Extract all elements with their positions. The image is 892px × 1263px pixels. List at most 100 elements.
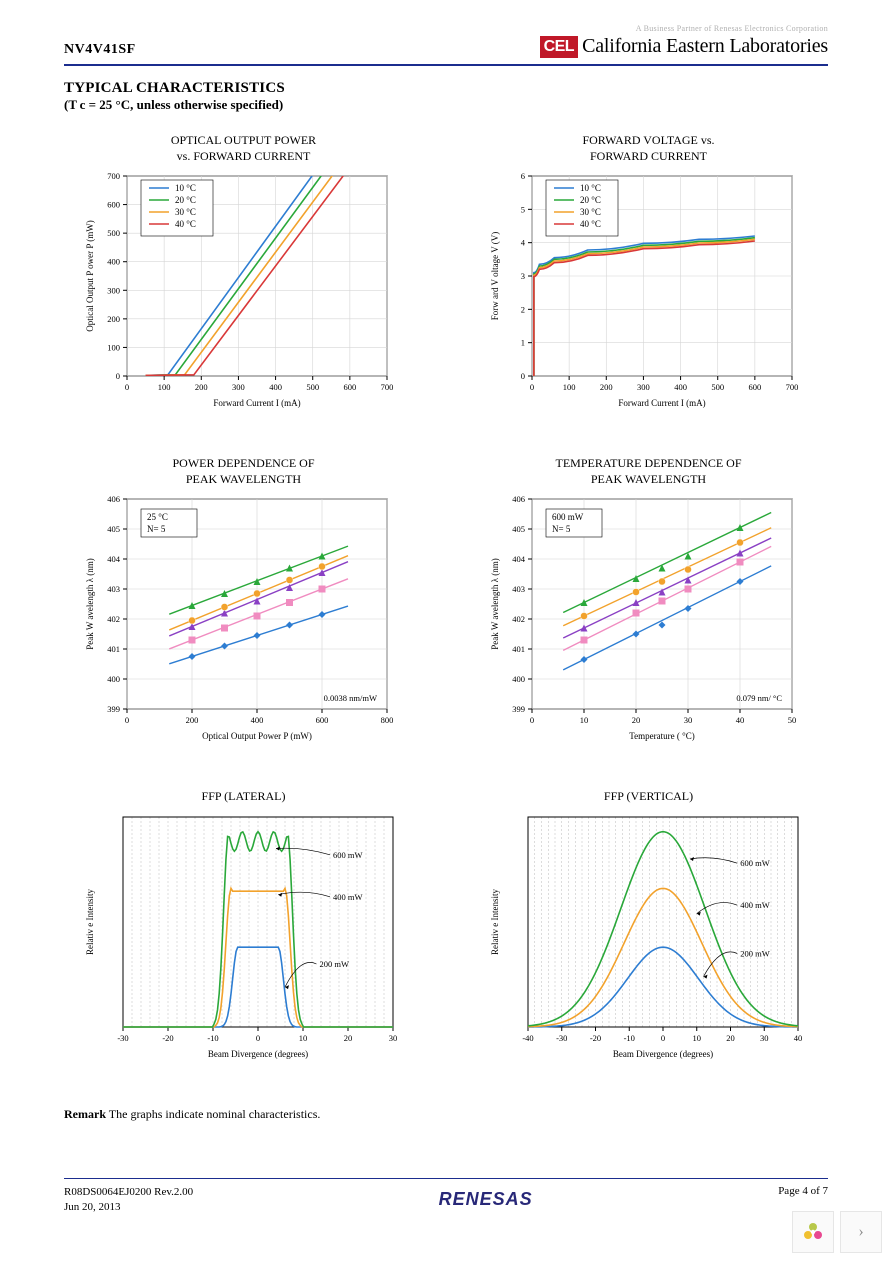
svg-text:400: 400 [107,257,120,267]
svg-text:100: 100 [562,382,575,392]
svg-text:1: 1 [520,338,524,348]
svg-text:30: 30 [388,1033,397,1043]
svg-text:Temperature ( °C): Temperature ( °C) [629,731,694,741]
cel-logo-text: California Eastern Laboratories [582,35,828,58]
chart-forward-voltage: FORWARD VOLTAGE vs. FORWARD CURRENT 0100… [469,133,828,420]
svg-text:Optical Output P ower P: Optical Output P ower P (mW) [85,220,95,332]
svg-text:-30: -30 [556,1033,567,1043]
svg-text:200: 200 [599,382,612,392]
svg-text:500: 500 [711,382,724,392]
svg-text:20: 20 [343,1033,352,1043]
section-title: TYPICAL CHARACTERISTICS [64,80,828,97]
svg-text:404: 404 [107,554,121,564]
svg-text:600: 600 [107,200,120,210]
chart4-svg: 01020304050399400401402403404405406Tempe… [484,493,814,753]
chart1-title-2: vs. FORWARD CURRENT [177,149,311,163]
chart4-title-2: PEAK WAVELENGTH [591,472,706,486]
svg-text:402: 402 [512,614,525,624]
svg-text:300: 300 [232,382,245,392]
svg-text:20 °C: 20 °C [175,195,196,205]
chart1-title-1: OPTICAL OUTPUT POWER [171,133,316,147]
remark-label: Remark [64,1107,106,1121]
svg-text:406: 406 [512,494,525,504]
svg-text:Relativ e Intensity: Relativ e Intensity [85,888,95,954]
svg-text:0.0038 nm/mW: 0.0038 nm/mW [323,693,376,703]
cel-logo-block: A Business Partner of Renesas Electronic… [540,24,828,58]
footer-logo: RENESAS [439,1189,533,1210]
svg-text:-20: -20 [589,1033,600,1043]
remark-text: The graphs indicate nominal characterist… [106,1107,320,1121]
svg-text:700: 700 [785,382,798,392]
svg-text:0: 0 [255,1033,259,1043]
footer-rule [64,1178,828,1179]
svg-text:200 mW: 200 mW [319,959,349,969]
svg-text:0: 0 [124,382,128,392]
chart3-title-2: PEAK WAVELENGTH [186,472,301,486]
svg-text:401: 401 [107,644,120,654]
svg-text:406: 406 [107,494,120,504]
svg-text:400: 400 [512,674,525,684]
svg-text:4: 4 [520,238,525,248]
chart-optical-output: OPTICAL OUTPUT POWER vs. FORWARD CURRENT… [64,133,423,420]
svg-text:200: 200 [107,314,120,324]
svg-text:0: 0 [660,1033,664,1043]
svg-text:0: 0 [520,371,524,381]
svg-text:600: 600 [343,382,356,392]
svg-text:600: 600 [315,715,328,725]
svg-text:10 °C: 10 °C [175,183,196,193]
svg-text:100: 100 [157,382,170,392]
svg-text:400 mW: 400 mW [740,900,770,910]
svg-text:Optical Output Power P: Optical Output Power P (mW) [202,731,312,741]
svg-text:Relativ e Intensity: Relativ e Intensity [490,888,500,954]
svg-text:399: 399 [107,704,120,714]
svg-text:20 °C: 20 °C [580,195,601,205]
chevron-right-icon: › [858,1223,863,1241]
svg-text:6: 6 [520,171,524,181]
chart-temp-wavelength: TEMPERATURE DEPENDENCE OF PEAK WAVELENGT… [469,456,828,753]
svg-text:200: 200 [194,382,207,392]
chart1-svg: 0100200300400500600700010020030040050060… [79,170,409,420]
svg-text:40: 40 [793,1033,802,1043]
svg-text:Forw ard V oltage V: Forw ard V oltage V (V) [490,232,500,321]
flower-icon [801,1220,825,1244]
svg-text:50: 50 [787,715,796,725]
svg-text:N= 5: N= 5 [552,524,571,534]
header-rule [64,64,828,66]
footer: R08DS0064EJ0200 Rev.2.00 Jun 20, 2013 RE… [64,1178,828,1215]
svg-text:800: 800 [380,715,393,725]
svg-text:401: 401 [512,644,525,654]
svg-text:0: 0 [529,382,533,392]
svg-text:Forward Current I (mA: Forward Current I (mA) [618,398,705,408]
chart-ffp-lateral: FFP (LATERAL) -30-20-100102030Beam Diver… [64,789,423,1071]
svg-text:30 °C: 30 °C [175,207,196,217]
chart5-svg: -30-20-100102030Beam Divergence (degrees… [79,811,409,1071]
svg-text:403: 403 [107,584,120,594]
chart-ffp-vertical: FFP (VERTICAL) -40-30-20-10010203040Beam… [469,789,828,1071]
corner-controls: › [792,1211,882,1253]
svg-text:300: 300 [637,382,650,392]
svg-text:5: 5 [520,205,524,215]
svg-text:200 mW: 200 mW [740,948,770,958]
footer-page: Page 4 of 7 [778,1185,828,1197]
svg-text:20: 20 [631,715,640,725]
svg-text:-20: -20 [162,1033,173,1043]
svg-text:300: 300 [107,285,120,295]
chart4-title-1: TEMPERATURE DEPENDENCE OF [555,456,741,470]
svg-text:30 °C: 30 °C [580,207,601,217]
svg-text:30: 30 [760,1033,769,1043]
svg-text:600 mW: 600 mW [740,858,770,868]
corner-next-box[interactable]: › [840,1211,882,1253]
svg-text:2: 2 [520,305,524,315]
svg-text:0.079 nm/ °C: 0.079 nm/ °C [736,693,782,703]
svg-text:405: 405 [512,524,525,534]
svg-text:20: 20 [726,1033,735,1043]
svg-text:-30: -30 [117,1033,128,1043]
corner-icon-box[interactable] [792,1211,834,1253]
svg-text:0: 0 [124,715,128,725]
svg-text:10: 10 [692,1033,701,1043]
section-subtitle: (T c = 25 °C, unless otherwise specified… [64,97,828,113]
svg-text:399: 399 [512,704,525,714]
svg-text:404: 404 [512,554,526,564]
svg-text:700: 700 [107,171,120,181]
svg-text:403: 403 [512,584,525,594]
